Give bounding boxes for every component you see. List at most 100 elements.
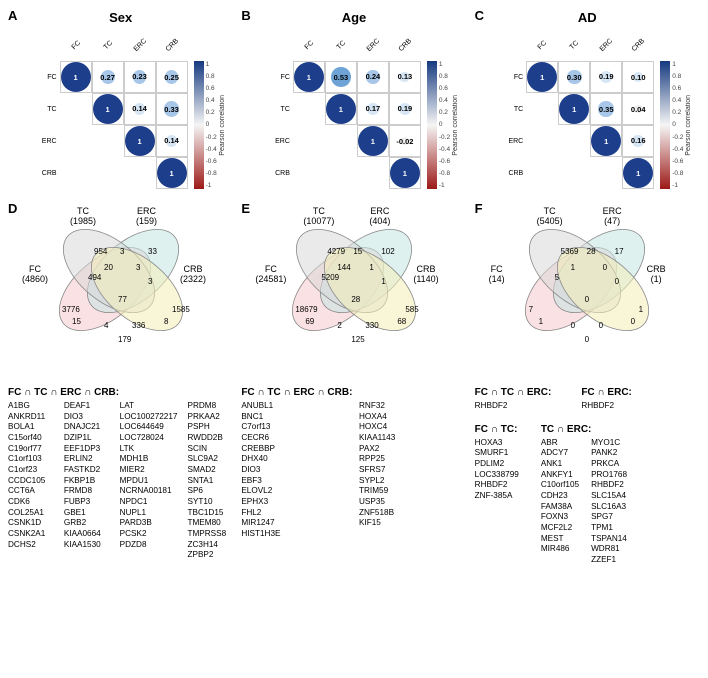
corr-circle: 0.17 [367, 103, 379, 115]
row-label: CRB [494, 157, 526, 189]
colorbar: 10.80.60.40.20-0.2-0.4-0.6-0.8-1Pearson … [427, 61, 461, 189]
venn-region-count: 0 [571, 321, 575, 330]
gene-item: EPHX3 [241, 497, 349, 508]
gene-item: C1orf23 [8, 465, 54, 476]
venn-region-count: 69 [305, 317, 314, 326]
venn-region-count: 0 [599, 321, 603, 330]
venn-region-count: 5209 [321, 273, 339, 282]
corr-cell [293, 93, 325, 125]
venn-region-count: 1 [539, 317, 543, 326]
venn-panel-E: EFC(24581)TC(10077)ERC(404)CRB(1140)1867… [241, 203, 466, 363]
gene-item: TMPRSS8 [187, 529, 233, 540]
venn-set-label-FC: FC(14) [489, 265, 505, 285]
venn-region-count: 330 [365, 321, 378, 330]
corr-cell: 0.30 [558, 61, 590, 93]
corr-wrap: FCTCERCCRBFC10.530.240.13TC10.170.19ERC1… [241, 29, 466, 189]
gene-item: CDK6 [8, 497, 54, 508]
colorbar: 10.80.60.40.20-0.2-0.4-0.6-0.8-1Pearson … [660, 61, 694, 189]
venn-region-count: 3776 [62, 305, 80, 314]
cbar-tick: 0.2 [206, 109, 217, 116]
corr-circle: 0.35 [598, 101, 614, 117]
corr-cell: 1 [156, 157, 188, 189]
gene-item: PRKAA2 [187, 412, 233, 423]
gene-item: SCIN [187, 444, 233, 455]
gene-item: NPDC1 [120, 497, 178, 508]
gene-item: BNC1 [241, 412, 349, 423]
corr-circle: 0.25 [165, 70, 179, 84]
gene-item: MEST [541, 534, 579, 545]
gene-item: FUBP3 [64, 497, 110, 508]
panel-letter: B [241, 8, 250, 23]
cbar-tick: 0 [206, 121, 217, 128]
corr-circle: 1 [390, 158, 420, 188]
corr-cell [526, 93, 558, 125]
gene-item: CCT6A [8, 486, 54, 497]
cbar-tick: -0.8 [439, 170, 450, 177]
corr-cell: 0.10 [622, 61, 654, 93]
gene-item: RHBDF2 [581, 401, 632, 412]
row-label: CRB [28, 157, 60, 189]
gene-item: USP35 [359, 497, 467, 508]
cbar-label: Pearson correlation [452, 95, 461, 156]
gene-item: PCSK2 [120, 529, 178, 540]
corr-cell: 0.13 [389, 61, 421, 93]
venn-region-count: 28 [351, 295, 360, 304]
cbar-tick: 0.4 [672, 97, 683, 104]
venn-region-count: 102 [381, 247, 394, 256]
venn-region-count: 144 [337, 263, 350, 272]
corr-cell: 0.19 [389, 93, 421, 125]
venn-region-count: 336 [132, 321, 145, 330]
gene-item: C15orf40 [8, 433, 54, 444]
gene-item: DHX40 [241, 454, 349, 465]
gene-item: CSNK2A1 [8, 529, 54, 540]
corr-cell [526, 125, 558, 157]
corr-circle: 1 [527, 62, 557, 92]
gene-column: DEAF1DIO3DNAJC21DZIP1LEEF1DP3ERLIN2FASTK… [64, 401, 110, 561]
corr-cell: 1 [526, 61, 558, 93]
cbar-tick: 0.2 [672, 109, 683, 116]
corr-cell: 1 [590, 125, 622, 157]
venn-region-count: 954 [94, 247, 107, 256]
venn-panel-D: DFC(4860)TC(1985)ERC(159)CRB(2322)377695… [8, 203, 233, 363]
venn-region-count: 33 [148, 247, 157, 256]
corr-cell: 0.04 [622, 93, 654, 125]
gene-item: TPM1 [591, 523, 627, 534]
gene-item: RPP25 [359, 454, 467, 465]
venn-region-count: 0 [631, 317, 635, 326]
corr-cell [558, 125, 590, 157]
venn-region-count: 8 [164, 317, 168, 326]
corr-circle: 1 [125, 126, 155, 156]
gene-item: PDZD8 [120, 540, 178, 551]
cbar-tick: -0.2 [672, 134, 683, 141]
cbar-tick: -0.6 [672, 158, 683, 165]
gene-column: A1BGANKRD11BOLA1C15orf40C19orf77C1orf103… [8, 401, 54, 561]
corr-cell: -0.02 [389, 125, 421, 157]
corr-circle: 0.13 [399, 72, 410, 83]
cbar-tick: 0 [672, 121, 683, 128]
gene-item: DIO3 [241, 465, 349, 476]
venn-region-count: 68 [397, 317, 406, 326]
venn-region-count: 0 [585, 295, 589, 304]
cbar-tick: -1 [439, 182, 450, 189]
venn-set-label-CRB: CRB(1140) [413, 265, 438, 285]
cbar-tick: -0.8 [206, 170, 217, 177]
corr-circle: 1 [358, 126, 388, 156]
corr-cell: 0.35 [590, 93, 622, 125]
corr-cell [124, 157, 156, 189]
row-label: TC [494, 93, 526, 125]
gene-item: EBF3 [241, 476, 349, 487]
venn-region-count: 1 [381, 277, 385, 286]
gene-item: RHBDF2 [591, 480, 627, 491]
gene-item: PRDM8 [187, 401, 233, 412]
gene-heading: FC ∩ TC: [475, 424, 519, 435]
gene-item: PDLIM2 [475, 459, 519, 470]
corr-cell: 1 [558, 93, 590, 125]
venn-set-label-ERC: ERC(404) [369, 207, 390, 227]
venn-set-label-CRB: CRB(1) [647, 265, 666, 285]
corr-cell: 0.24 [357, 61, 389, 93]
colorbar: 10.80.60.40.20-0.2-0.4-0.6-0.8-1Pearson … [194, 61, 228, 189]
gene-item: KIAA0664 [64, 529, 110, 540]
corr-cell: 0.27 [92, 61, 124, 93]
gene-item: CECR6 [241, 433, 349, 444]
corr-cell [92, 125, 124, 157]
